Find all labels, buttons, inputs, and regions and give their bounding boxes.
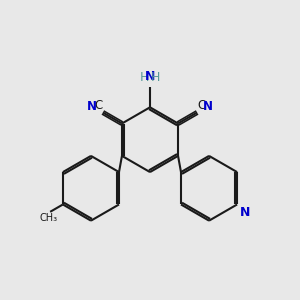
Text: N: N	[87, 100, 97, 113]
Text: H: H	[151, 71, 160, 84]
Text: CH₃: CH₃	[40, 213, 58, 223]
Text: H: H	[140, 71, 149, 84]
Text: C: C	[94, 99, 102, 112]
Text: C: C	[198, 99, 206, 112]
Text: N: N	[145, 70, 155, 83]
Text: N: N	[239, 206, 250, 219]
Text: N: N	[203, 100, 213, 113]
